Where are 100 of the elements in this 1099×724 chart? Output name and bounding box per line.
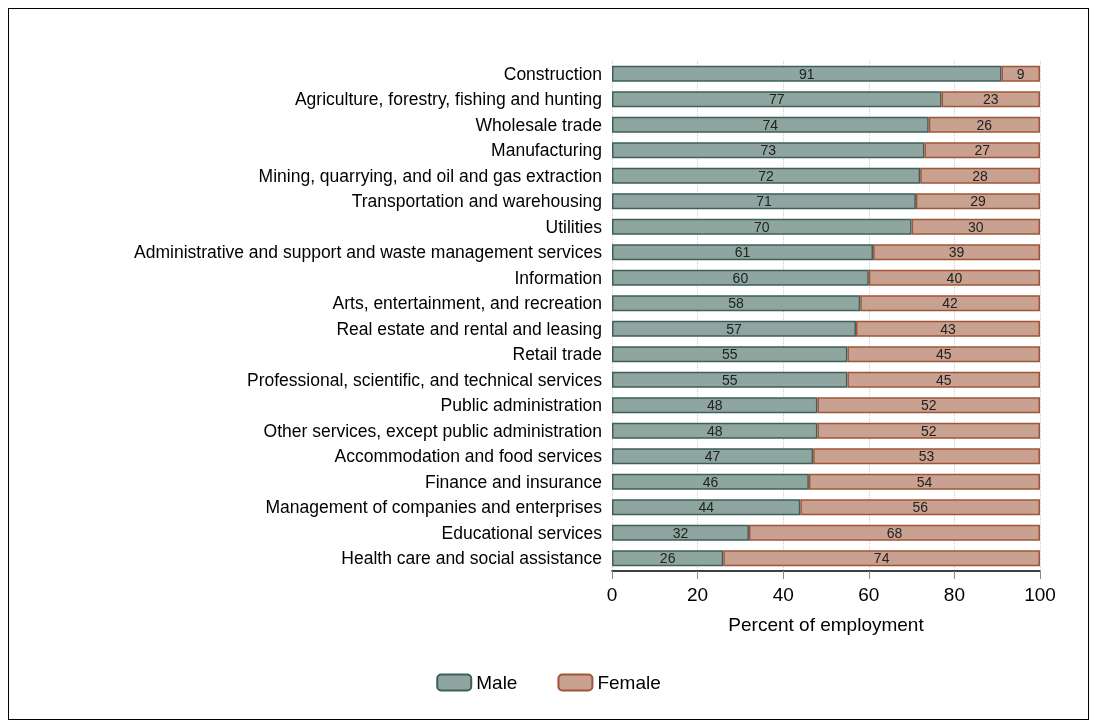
bar xyxy=(612,218,912,235)
data-label: 40 xyxy=(946,269,963,286)
data-label: 23 xyxy=(982,91,999,108)
data-label: 26 xyxy=(976,116,993,133)
bar xyxy=(817,397,1040,414)
data-label: 54 xyxy=(916,473,933,490)
data-label: 28 xyxy=(972,167,989,184)
y-tick-label: Real estate and rental and leasing xyxy=(336,318,602,339)
bar xyxy=(612,91,942,108)
y-tick-label: Management of companies and enterprises xyxy=(265,497,603,518)
y-tick-label: Accommodation and food services xyxy=(334,446,603,467)
y-tick-label: Public administration xyxy=(440,395,602,416)
data-label: 56 xyxy=(912,499,929,516)
data-label: 29 xyxy=(970,193,986,210)
x-tick-label: 20 xyxy=(687,584,709,605)
data-label: 26 xyxy=(659,550,676,567)
data-label: 52 xyxy=(920,397,937,414)
bar xyxy=(813,448,1040,465)
data-label: 91 xyxy=(798,65,815,82)
y-tick-label: Educational services xyxy=(441,522,603,543)
bar xyxy=(612,473,809,490)
y-tick-label: Wholesale trade xyxy=(475,114,602,135)
data-label: 30 xyxy=(968,218,984,235)
data-label: 53 xyxy=(918,448,935,465)
y-tick-label: Construction xyxy=(503,63,602,84)
y-tick-label: Transportation and warehousing xyxy=(351,191,602,212)
bar xyxy=(847,346,1040,363)
x-tick-label: 60 xyxy=(858,584,880,605)
bar xyxy=(808,473,1040,490)
bar xyxy=(915,193,1040,210)
bar xyxy=(612,142,925,159)
bar xyxy=(920,167,1040,184)
bar xyxy=(748,524,1040,541)
data-label: 77 xyxy=(768,91,785,108)
x-tick-label: 80 xyxy=(943,584,965,605)
y-tick-label: Health care and social assistance xyxy=(341,548,602,569)
x-tick-label: 100 xyxy=(1024,584,1056,605)
data-label: 52 xyxy=(920,422,937,439)
bar xyxy=(723,550,1040,567)
bar xyxy=(855,320,1040,337)
legend-label: Male xyxy=(476,672,518,693)
bar xyxy=(612,320,856,337)
bar xyxy=(800,499,1040,516)
y-tick-label: Utilities xyxy=(545,216,603,237)
bar xyxy=(612,193,916,210)
data-label: 45 xyxy=(935,371,952,388)
bar xyxy=(612,295,861,312)
bar xyxy=(612,244,874,261)
data-label: 74 xyxy=(762,116,779,133)
data-label: 9 xyxy=(1016,65,1025,82)
y-tick-label: Retail trade xyxy=(512,344,602,365)
bar xyxy=(612,346,848,363)
bar xyxy=(612,524,749,541)
bar xyxy=(860,295,1040,312)
data-label: 71 xyxy=(756,193,772,210)
bar xyxy=(612,116,929,133)
bar xyxy=(847,371,1040,388)
bar xyxy=(612,422,818,439)
bar xyxy=(612,65,1002,82)
bar xyxy=(817,422,1040,439)
bar xyxy=(1001,65,1040,82)
legend-label: Female xyxy=(597,672,661,693)
bar xyxy=(612,397,818,414)
bar xyxy=(924,142,1040,159)
data-label: 46 xyxy=(702,473,719,490)
data-label: 32 xyxy=(672,524,689,541)
bar xyxy=(928,116,1040,133)
y-tick-label: Professional, scientific, and technical services xyxy=(246,369,603,390)
x-tick-label: 0 xyxy=(606,584,618,605)
data-label: 43 xyxy=(940,320,956,337)
x-tick-label: 40 xyxy=(772,584,794,605)
y-tick-label: Arts, entertainment, and recreation xyxy=(332,293,602,314)
y-tick-label: Finance and insurance xyxy=(424,471,602,492)
data-label: 70 xyxy=(754,218,770,235)
data-label: 48 xyxy=(706,397,723,414)
y-tick-label: Other services, except public administration xyxy=(263,420,602,441)
data-label: 60 xyxy=(732,269,749,286)
data-label: 47 xyxy=(704,448,721,465)
data-label: 73 xyxy=(760,142,777,159)
data-label: 45 xyxy=(935,346,952,363)
data-label: 72 xyxy=(758,167,775,184)
data-label: 58 xyxy=(728,295,745,312)
y-tick-label: Agriculture, forestry, fishing and hunting xyxy=(294,89,602,110)
data-label: 44 xyxy=(698,499,715,516)
data-label: 68 xyxy=(886,524,903,541)
y-tick-label: Mining, quarrying, and oil and gas extraction xyxy=(258,165,602,186)
data-label: 57 xyxy=(726,320,742,337)
data-label: 39 xyxy=(948,244,965,261)
bar xyxy=(911,218,1040,235)
bar xyxy=(612,550,724,567)
x-axis-title: Percent of employment xyxy=(728,614,925,635)
bar xyxy=(612,269,869,286)
bar xyxy=(612,448,814,465)
data-label: 27 xyxy=(974,142,991,159)
data-label: 55 xyxy=(721,371,738,388)
data-label: 61 xyxy=(734,244,751,261)
data-label: 55 xyxy=(721,346,738,363)
bar xyxy=(612,371,848,388)
bar xyxy=(941,91,1040,108)
data-label: 74 xyxy=(873,550,890,567)
